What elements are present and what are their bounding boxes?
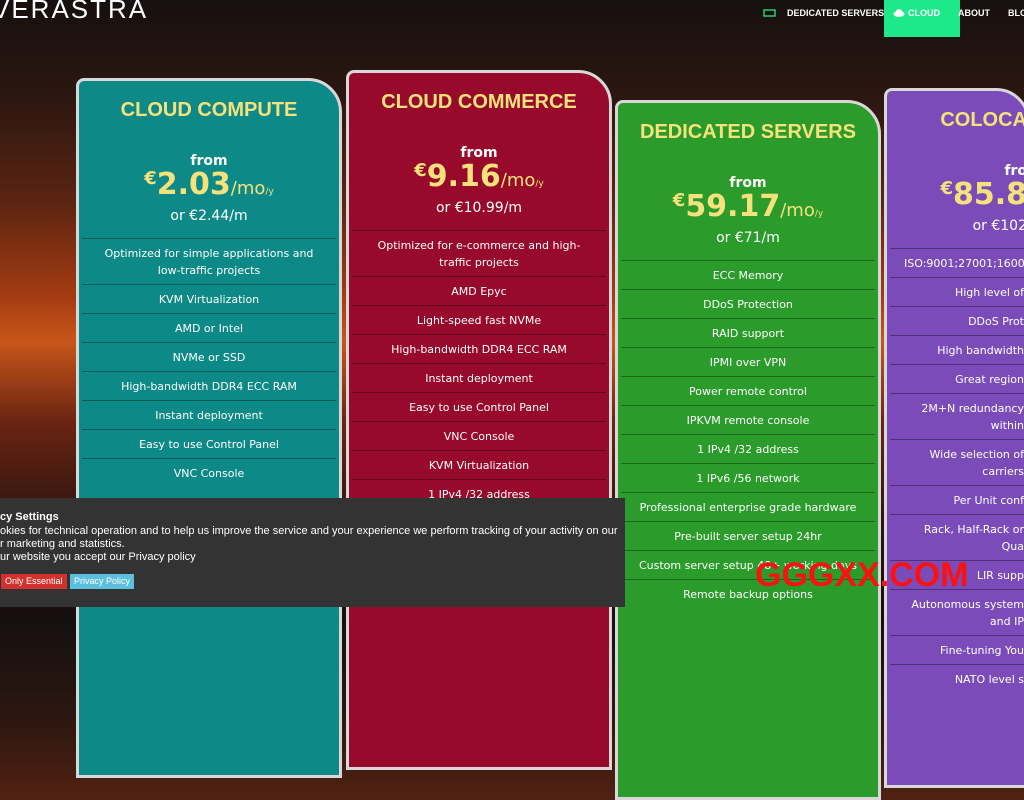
feature-row: AMD Epyc <box>352 276 606 305</box>
essential-button[interactable]: Only Essential <box>1 574 67 589</box>
feature-row: Easy to use Control Panel <box>82 429 336 458</box>
feature-row: IPMI over VPN <box>621 347 875 376</box>
price-unit: /mo <box>500 170 536 191</box>
alt-price: or €10.99/m <box>435 200 523 216</box>
feature-row: 1 IPv4 /32 address <box>352 479 606 508</box>
from-label: from <box>729 175 767 191</box>
pricing-card: CLOUD COMPUTE from €2.03/mo/y or €2.44/m Opt… <box>76 78 342 778</box>
price-amount: 9.16 <box>426 159 501 194</box>
card-title: CLOUD COMMERCE <box>381 91 577 113</box>
feature-row: Power remote control <box>621 376 875 405</box>
price: €85.8 <box>887 177 1024 212</box>
price: €2.03/mo/y <box>79 167 339 202</box>
feature-row: High-bandwidth DDR4 ECC RAM <box>352 334 606 363</box>
policy-button[interactable]: Privacy Policy <box>70 574 135 589</box>
from-label: from <box>190 153 228 169</box>
feature-row: Great region <box>890 364 1024 393</box>
feature-row: 1 IPv4 /32 address <box>621 434 875 463</box>
feature-row: Custom server setup 48+ working days <box>621 550 875 579</box>
feature-row: VNC Console <box>82 458 336 487</box>
feature-row: NVMe or SSD <box>82 342 336 371</box>
feature-row: ISO:9001;27001;16001: <box>890 248 1024 277</box>
feature-list: Optimized for simple applications and lo… <box>82 238 336 487</box>
feature-row: AMD or Intel <box>82 313 336 342</box>
price-amount: 59.17 <box>685 189 781 224</box>
card-title: CLOUD COMPUTE <box>120 99 298 121</box>
nav-text: CLOUD <box>908 8 940 18</box>
feature-row: 1 IPv6 /56 network <box>621 463 875 492</box>
feature-row: Light-speed fast NVMe <box>352 305 606 334</box>
nav-link-active[interactable]: CLOUD <box>884 0 960 37</box>
feature-row: Fine-tuning You <box>890 635 1024 664</box>
currency: € <box>414 160 427 181</box>
card-title: COLOCA <box>940 109 1024 131</box>
alt-price: or €2.44/m <box>170 208 248 224</box>
feature-row: Optimized for simple applications and lo… <box>82 238 336 284</box>
feature-row: ECC Memory <box>621 260 875 289</box>
feature-row: DDoS Protection <box>621 289 875 318</box>
currency: € <box>144 168 157 189</box>
feature-row: KVM Virtualization <box>82 284 336 313</box>
card-title: DEDICATED SERVERS <box>640 121 856 143</box>
currency: € <box>940 178 953 199</box>
feature-row: Easy to use Control Panel <box>352 392 606 421</box>
cookie-text: r marketing and statistics. <box>0 538 125 550</box>
feature-row: Per Unit conf <box>890 485 1024 514</box>
price-amount: 2.03 <box>156 167 231 202</box>
pricing-card: COLOCAfro€85.8or €102ISO:9001;27001;1600… <box>884 88 1024 788</box>
feature-row: Instant deployment <box>82 400 336 429</box>
currency: € <box>672 190 686 211</box>
feature-row: Instant deployment <box>352 363 606 392</box>
feature-row: 2M+N redundancy within <box>890 393 1024 439</box>
feature-row: Wide selection of carriers <box>890 439 1024 485</box>
feature-row: NATO level s <box>890 664 1024 693</box>
price-period: /y <box>814 209 824 219</box>
feature-row: Pre-built server setup 24hr <box>621 521 875 550</box>
price-period: /y <box>535 179 544 189</box>
cookie-banner: cy Settings okies for technical operatio… <box>0 498 625 607</box>
price-amount: 85.8 <box>952 177 1024 212</box>
feature-row: Professional enterprise grade hardware <box>621 492 875 521</box>
logo[interactable]: VERASTRA <box>0 0 149 24</box>
feature-row: RAID support <box>621 318 875 347</box>
feature-row: IPKVM remote console <box>621 405 875 434</box>
price: €9.16/mo/y <box>349 159 609 194</box>
price-unit: /mo <box>230 178 266 199</box>
nav-link[interactable]: ABOUT <box>958 8 990 18</box>
price: €59.17/mo/y <box>618 189 878 224</box>
feature-row: Remote backup options <box>621 579 875 608</box>
nav-link[interactable]: BLO <box>1008 8 1024 18</box>
cookie-title: cy Settings <box>0 511 59 523</box>
feature-row: Rack, Half-Rack or Qua <box>890 514 1024 560</box>
feature-row: DDoS Prot <box>890 306 1024 335</box>
from-label: from <box>460 145 498 161</box>
alt-price: or €71/m <box>716 230 780 246</box>
feature-list: Optimized for e-commerce and high-traffi… <box>352 230 606 508</box>
alt-price: or €102 <box>972 218 1024 234</box>
pricing-card: CLOUD COMMERCE from €9.16/mo/y or €10.99/m O… <box>346 70 612 770</box>
feature-row: High bandwidth <box>890 335 1024 364</box>
feature-row: VNC Console <box>352 421 606 450</box>
feature-list: ECC Memory DDoS Protection RAID support IPM… <box>621 260 875 608</box>
cloud-icon <box>893 9 905 17</box>
price-unit: /mo <box>780 200 815 221</box>
watermark: GGGXX.COM <box>755 556 969 594</box>
cookie-text: ur website you accept our Privacy policy <box>0 551 196 563</box>
feature-row: High level of <box>890 277 1024 306</box>
feature-list: ISO:9001;27001;16001: High level of DDoS P… <box>890 248 1024 693</box>
price-period: /y <box>265 187 274 197</box>
feature-row: Autonomous system and IP <box>890 589 1024 635</box>
feature-row: High-bandwidth DDR4 ECC RAM <box>82 371 336 400</box>
server-icon <box>763 9 776 17</box>
nav-link[interactable]: DEDICATED SERVERS <box>787 8 885 18</box>
from-label: fro <box>1004 163 1024 179</box>
pricing-card: DEDICATED SERVERS from €59.17/mo/y or €71/m… <box>615 100 881 800</box>
feature-row: KVM Virtualization <box>352 450 606 479</box>
feature-row: LIR supp <box>890 560 1024 589</box>
feature-row: Optimized for e-commerce and high-traffi… <box>352 230 606 276</box>
cookie-text: okies for technical operation and to hel… <box>0 525 618 537</box>
